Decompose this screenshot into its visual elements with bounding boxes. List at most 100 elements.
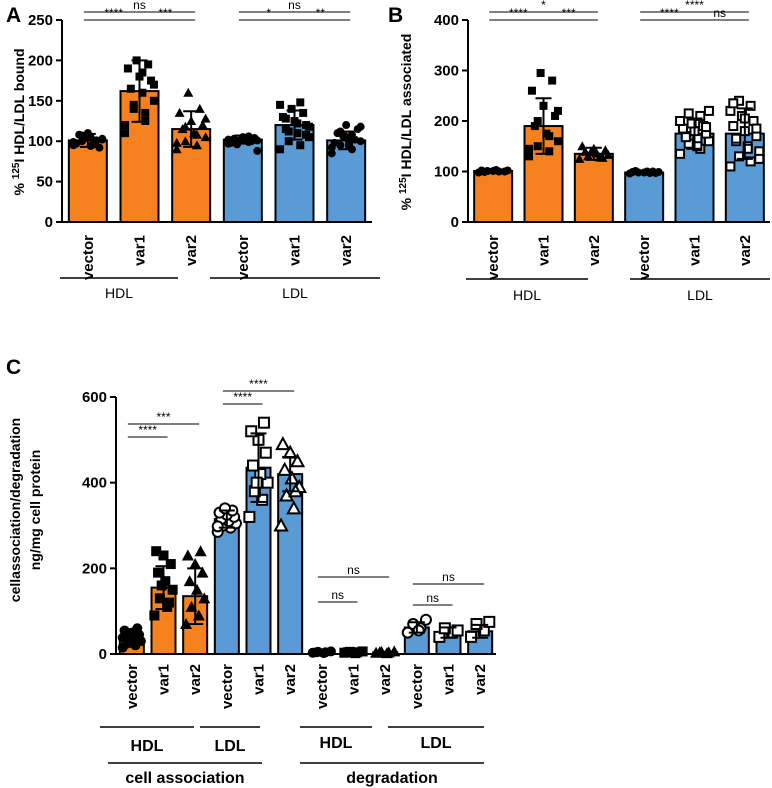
- data-point: [123, 64, 132, 73]
- data-point: [200, 132, 211, 142]
- data-point: [200, 113, 211, 123]
- data-point: [357, 646, 368, 657]
- group-label: HDL: [131, 738, 164, 755]
- data-point: [536, 69, 545, 78]
- data-point: [356, 122, 365, 131]
- data-point: [197, 120, 208, 130]
- data-point: [527, 86, 536, 95]
- y-tick-label: 600: [82, 389, 107, 406]
- data-point: [147, 76, 156, 85]
- category-label: var2: [472, 664, 489, 695]
- data-point: [574, 153, 585, 163]
- significance-label: ns: [133, 0, 146, 12]
- data-point: [577, 141, 588, 151]
- data-point: [683, 108, 694, 119]
- data-point: [545, 132, 554, 141]
- data-point: [304, 122, 313, 131]
- category-label: var2: [282, 664, 299, 695]
- bar-var2: [277, 473, 304, 655]
- data-point: [289, 453, 306, 468]
- group-label: HDL: [105, 285, 133, 301]
- y-tick-label: 150: [28, 93, 53, 110]
- data-point: [117, 632, 128, 643]
- data-point: [245, 425, 258, 438]
- data-point: [149, 610, 160, 621]
- y-tick-label: 100: [28, 133, 53, 150]
- data-point: [728, 121, 739, 132]
- data-point: [149, 96, 158, 105]
- data-point: [243, 510, 256, 523]
- group-label: HDL: [320, 735, 353, 752]
- category-label: vector: [314, 664, 331, 709]
- data-point: [553, 106, 562, 115]
- data-point: [259, 446, 272, 459]
- data-point: [412, 624, 425, 637]
- category-label: vector: [235, 235, 252, 280]
- data-point: [151, 546, 162, 557]
- data-point: [725, 161, 736, 172]
- y-tick-label: 400: [434, 12, 459, 29]
- data-point: [121, 129, 130, 138]
- data-point: [276, 145, 285, 154]
- data-point: [284, 137, 293, 146]
- data-point: [451, 624, 464, 637]
- data-point: [296, 98, 305, 107]
- data-point: [530, 122, 539, 131]
- panel-label-c: C: [6, 356, 21, 379]
- category-label: var2: [183, 235, 200, 266]
- y-tick-label: 400: [82, 475, 107, 492]
- data-point: [180, 136, 191, 146]
- data-point: [751, 123, 762, 134]
- data-point: [734, 151, 745, 162]
- category-label: vector: [219, 664, 236, 709]
- data-point: [675, 116, 686, 126]
- data-point: [156, 580, 167, 591]
- data-point: [302, 130, 311, 139]
- data-point: [680, 132, 691, 143]
- data-point: [191, 129, 202, 139]
- data-point: [180, 121, 191, 131]
- y-tick-label: 200: [434, 113, 459, 130]
- data-point: [483, 615, 496, 628]
- data-point: [728, 98, 739, 109]
- data-point: [701, 122, 712, 133]
- group-label: LDL: [420, 735, 451, 752]
- data-point: [153, 567, 164, 578]
- data-point: [121, 121, 130, 130]
- data-point: [165, 559, 176, 570]
- y-axis-label-b-sup: 125: [398, 177, 409, 194]
- significance-label: ****: [138, 423, 157, 437]
- data-point: [129, 104, 138, 113]
- data-point: [141, 108, 150, 117]
- data-point: [293, 119, 302, 128]
- significance-label: ****: [685, 0, 704, 12]
- y-tick-label: 0: [451, 214, 459, 231]
- data-point: [138, 88, 147, 97]
- significance-label: ***: [156, 410, 170, 424]
- y-axis-label-a-main: I HDL/LDL bound: [11, 48, 27, 162]
- y-tick-label: 50: [36, 174, 53, 191]
- y-axis-label-a-prefix: %: [11, 179, 27, 195]
- significance-label: ****: [249, 377, 268, 391]
- data-point: [154, 593, 165, 604]
- data-point: [327, 143, 336, 152]
- data-point: [132, 623, 143, 634]
- data-point: [69, 138, 78, 147]
- data-point: [98, 135, 107, 144]
- data-point: [548, 76, 557, 85]
- y-tick-label: 200: [82, 560, 107, 577]
- bar-vector: [624, 171, 665, 223]
- data-point: [551, 111, 560, 120]
- category-label: var2: [377, 664, 394, 695]
- data-point: [692, 141, 703, 152]
- data-point: [194, 545, 207, 557]
- data-point: [603, 149, 614, 159]
- category-label: var1: [287, 235, 304, 266]
- category-label: var1: [346, 664, 363, 695]
- data-point: [293, 129, 302, 138]
- bar-vector: [67, 139, 108, 223]
- significance-label: ns: [713, 6, 726, 20]
- data-point: [211, 520, 224, 533]
- significance-label: ns: [331, 588, 344, 602]
- y-tick-label: 200: [28, 52, 53, 69]
